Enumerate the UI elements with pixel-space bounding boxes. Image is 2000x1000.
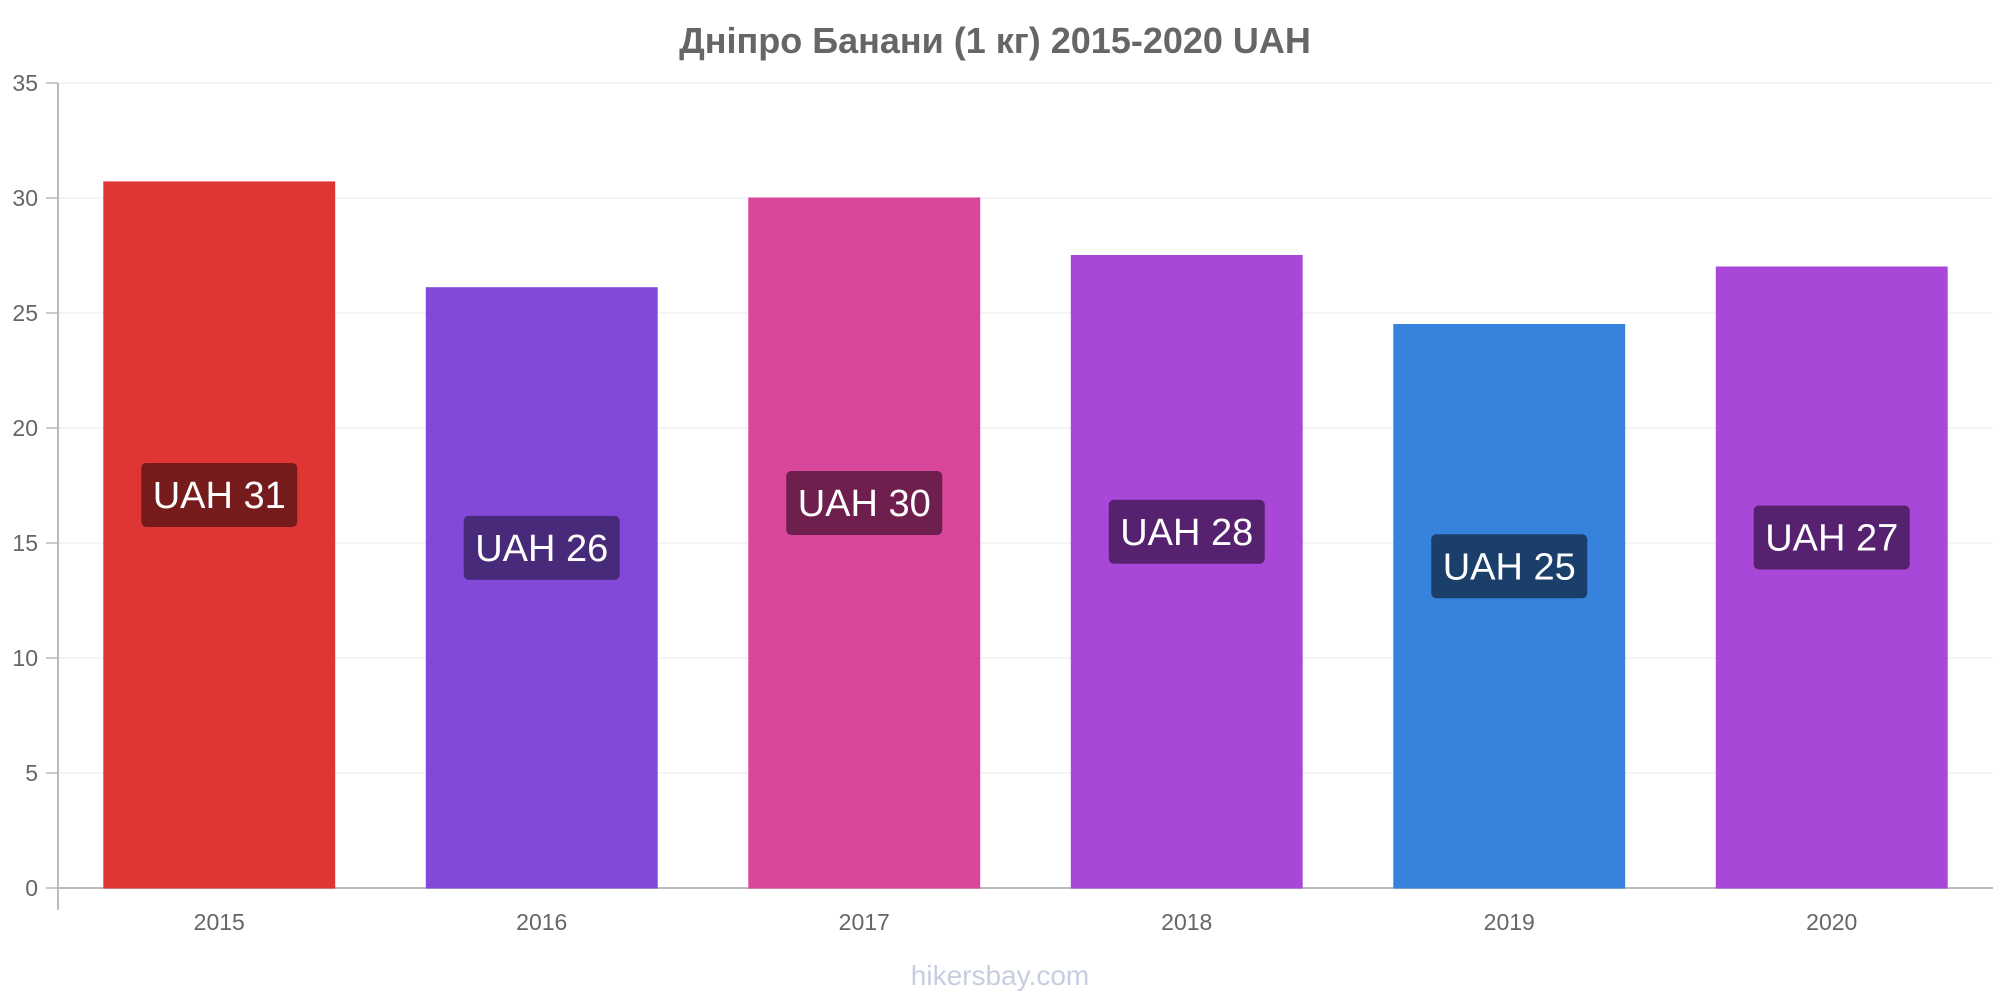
x-tick-label: 2016 [516,909,567,935]
y-tick-label: 5 [25,760,38,786]
data-label-box [463,515,620,580]
x-tick-label: 2017 [839,909,890,935]
y-tick-label: 0 [25,875,38,901]
data-label-box [1753,505,1910,570]
bar-2020 [1715,266,1948,889]
x-tick-label: 2018 [1161,909,1212,935]
y-tick-label: 20 [12,415,38,441]
data-label-box [1108,499,1265,564]
x-tick-label: 2015 [194,909,245,935]
data-label: UAH 30 [798,483,931,525]
y-tick-label: 15 [12,530,38,556]
data-label: UAH 28 [1120,512,1253,554]
bar-2019 [1393,324,1626,889]
y-tick-label: 30 [12,185,38,211]
data-label-box [1431,534,1588,599]
bar-2016 [425,287,658,889]
y-tick-label: 10 [12,645,38,671]
x-tick-label: 2020 [1806,909,1857,935]
data-label: UAH 25 [1443,546,1576,588]
data-label: UAH 27 [1765,518,1898,560]
chart-title: Дніпро Банани (1 кг) 2015-2020 UAH [679,20,1311,61]
bar-2015 [103,181,336,889]
data-label-box [141,462,298,527]
x-tick-label: 2019 [1484,909,1535,935]
bar-2018 [1070,255,1303,889]
bar-2017 [748,197,981,889]
watermark: hikersbay.com [911,960,1089,991]
data-label: UAH 26 [475,528,608,570]
data-label-box [786,471,943,535]
y-tick-label: 35 [12,70,38,96]
y-tick-label: 25 [12,300,38,326]
data-label: UAH 31 [153,475,286,517]
